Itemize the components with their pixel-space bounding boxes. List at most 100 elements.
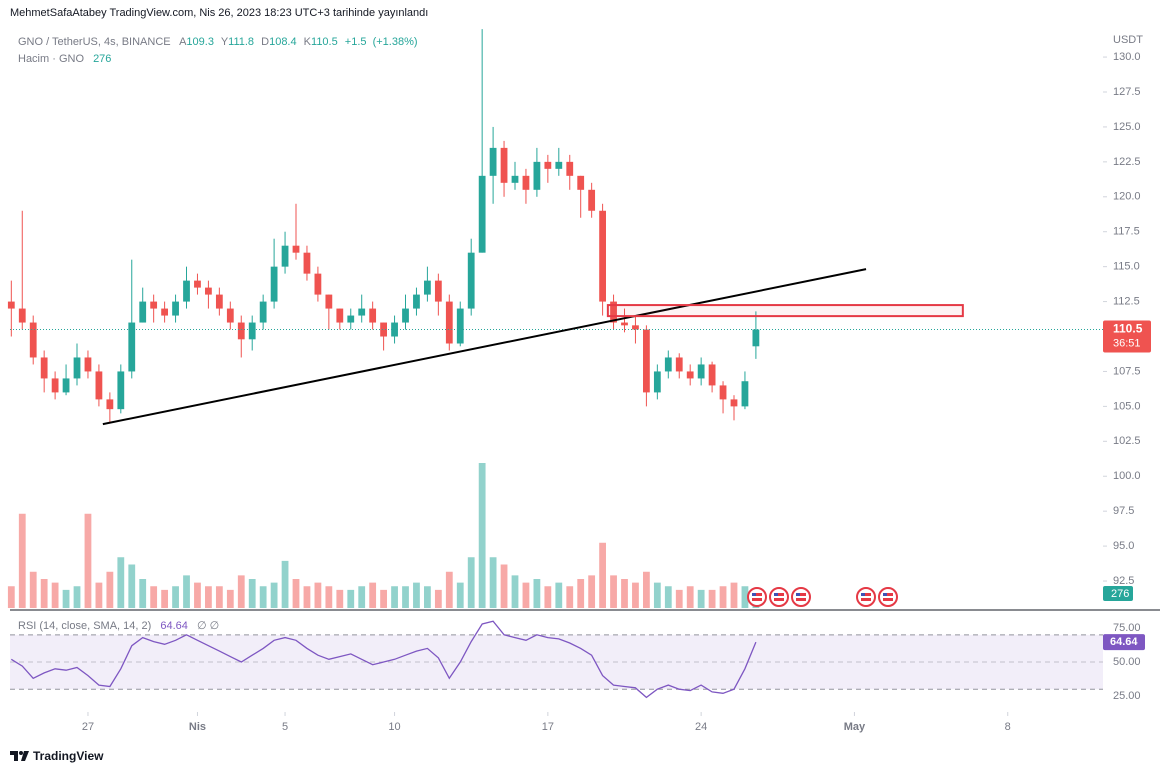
rsi-legend: RSI (14, close, SMA, 14, 2) 64.64 ∅ ∅ — [18, 620, 219, 632]
flag-stripe — [752, 596, 762, 598]
y-tick-label: 117.5 — [1113, 226, 1140, 238]
candle-body — [434, 280, 442, 302]
candle-body — [194, 280, 201, 288]
flag-canton — [752, 593, 756, 596]
volume-bar — [434, 589, 442, 608]
candle-body — [281, 245, 289, 267]
flag-canton — [774, 593, 778, 596]
event-flag[interactable] — [856, 587, 876, 607]
candle-body — [40, 357, 48, 379]
volume-bar — [380, 589, 387, 608]
volume-bar — [456, 582, 464, 608]
candle-body — [18, 308, 26, 323]
volume-bar — [84, 513, 92, 608]
x-tick-label: 10 — [388, 721, 400, 733]
volume-bar — [719, 586, 727, 608]
x-tick-label: Nis — [189, 721, 206, 733]
legend-value: 108.4 — [269, 36, 297, 48]
y-tick-label: 92.5 — [1113, 575, 1134, 587]
volume-bar — [391, 586, 398, 608]
candle-body — [708, 364, 716, 386]
candle-body — [161, 308, 169, 316]
candle-body — [336, 308, 344, 323]
volume-legend-name: Hacim · GNO — [18, 53, 84, 65]
footer-brand: TradingView — [33, 749, 104, 763]
legend-value: 109.3 — [186, 36, 214, 48]
candle-body — [117, 371, 125, 410]
volume-bar — [62, 589, 70, 608]
y-tick-label: 105.0 — [1113, 400, 1141, 412]
volume-bar — [621, 579, 628, 608]
volume-bar — [664, 586, 672, 608]
x-tick-label: 27 — [82, 721, 94, 733]
candle-body — [544, 161, 552, 169]
volume-bar — [511, 575, 519, 608]
chart-body: 130.0 127.5 125.0 122.5 120.0 117.5 115.0 112.5… — [7, 29, 1151, 733]
rsi-tick-label: 75.00 — [1113, 622, 1141, 634]
event-flag[interactable] — [747, 587, 767, 607]
volume-bar — [413, 582, 420, 608]
volume-bar — [478, 463, 486, 608]
y-tick-label: 97.5 — [1113, 505, 1134, 517]
y-tick-label: 130.0 — [1113, 51, 1141, 63]
currency-label: USDT — [1113, 34, 1143, 46]
volume-bar — [303, 586, 311, 608]
candle-body — [380, 322, 387, 337]
volume-bar — [697, 589, 705, 608]
volume-bar — [577, 579, 585, 608]
candle-body — [402, 308, 409, 323]
volume-bar — [566, 586, 574, 608]
volume-bar — [544, 586, 552, 608]
volume-bar — [7, 586, 15, 608]
rsi-legend-value: 64.64 — [160, 620, 188, 632]
volume-bar — [292, 579, 300, 608]
candle-body — [511, 175, 519, 183]
candle-body — [445, 301, 453, 344]
resistance-zone — [606, 304, 964, 318]
volume-bar — [588, 575, 596, 608]
candle-body — [84, 357, 92, 372]
y-tick-label: 115.0 — [1113, 261, 1140, 273]
volume-bar — [675, 589, 683, 608]
flag-canton — [861, 593, 865, 596]
volume-bar — [248, 579, 256, 608]
candle-body — [533, 161, 541, 190]
x-tick-label: May — [844, 721, 866, 733]
price-legend: GNO / TetherUS, 4s, BINANCE A109.3 Y111.… — [18, 36, 418, 48]
candle-body — [95, 371, 103, 400]
volume-bar — [347, 589, 355, 608]
candle-body — [347, 315, 355, 323]
candle-body — [150, 301, 158, 309]
volume-bar — [610, 575, 617, 608]
candle-body — [588, 189, 596, 211]
rsi-tag-label: 64.64 — [1110, 636, 1138, 648]
legend-change-pct: (+1.38%) — [373, 36, 418, 48]
candle-body — [139, 301, 147, 323]
event-flag[interactable] — [878, 587, 898, 607]
candle-body — [215, 294, 223, 309]
volume-bar — [632, 582, 639, 608]
volume-bar — [161, 589, 169, 608]
volume-bar — [489, 557, 497, 608]
y-tick-label: 102.5 — [1113, 435, 1141, 447]
legend-key: K — [304, 36, 312, 48]
volume-bar — [281, 560, 289, 608]
volume-bar — [172, 586, 179, 608]
candle-body — [741, 381, 749, 407]
volume-bar — [205, 586, 212, 608]
candle-body — [106, 399, 114, 410]
flag-stripe — [774, 596, 784, 598]
event-flag[interactable] — [791, 587, 811, 607]
y-tick-label: 95.0 — [1113, 540, 1134, 552]
event-flag[interactable] — [769, 587, 789, 607]
volume-bar — [708, 589, 716, 608]
volume-legend-value: 276 — [93, 53, 111, 65]
candle-body — [467, 252, 475, 309]
trendline — [102, 268, 867, 426]
rsi-tick-label: 50.00 — [1113, 656, 1141, 668]
candle-body — [314, 273, 322, 295]
candle-body — [62, 378, 70, 393]
candle-body — [183, 280, 190, 302]
volume-bar — [358, 586, 366, 608]
